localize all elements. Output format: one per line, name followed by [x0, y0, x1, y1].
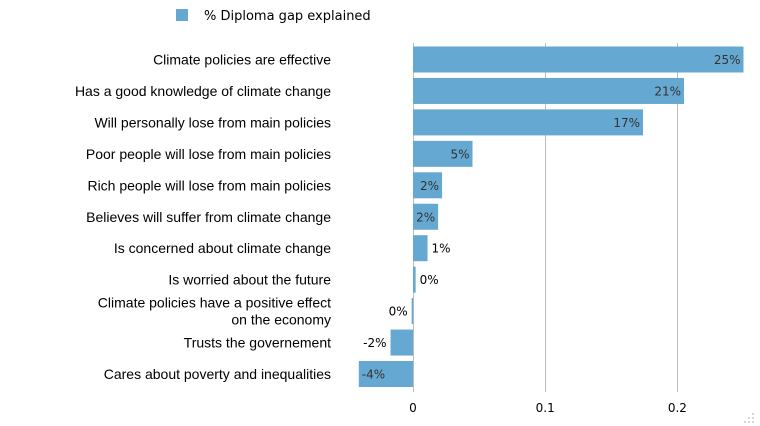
bar [413, 46, 744, 73]
category-label: Is concerned about climate change [114, 240, 331, 256]
legend: % Diploma gap explained [176, 9, 371, 24]
x-tick-label: 0.2 [668, 401, 687, 415]
bar [390, 329, 413, 356]
data-label: 21% [654, 84, 681, 98]
data-label: -2% [363, 336, 386, 350]
category-label: Cares about poverty and inequalities [104, 366, 331, 382]
bar [413, 235, 428, 262]
x-tick-label: 0.1 [536, 401, 555, 415]
bar [413, 266, 416, 293]
data-label: 17% [613, 116, 640, 130]
data-label: 2% [416, 210, 435, 224]
legend-label: % Diploma gap explained [204, 9, 371, 24]
data-label: 0% [420, 273, 439, 287]
bar [358, 361, 413, 387]
bar [413, 77, 685, 104]
bar [413, 140, 473, 167]
bar [411, 298, 414, 325]
x-axis-ticks: 0 0.1 0.2 [409, 401, 687, 415]
data-labels: 25% 21% 17% 5% 2% 2% 1% 0% 0% -2% -4% [362, 53, 741, 382]
category-label: Trusts the governement [184, 335, 331, 351]
data-label: 25% [714, 53, 741, 67]
category-label: Climate policies have a positive effect o… [98, 295, 331, 328]
category-label: Rich people will lose from main policies [87, 177, 331, 193]
data-label: 1% [432, 242, 451, 256]
bar [413, 203, 439, 230]
category-label: Will personally lose from main policies [94, 114, 331, 130]
data-label: 2% [420, 179, 439, 193]
data-label: 0% [389, 305, 408, 319]
data-label: -4% [362, 368, 385, 382]
category-label: Believes will suffer from climate change [86, 209, 331, 225]
category-label: Climate policies are effective [153, 52, 331, 68]
bar [413, 109, 644, 136]
category-label: Is worried about the future [168, 272, 331, 288]
bar [413, 172, 443, 199]
bars [358, 46, 744, 387]
resize-grip-icon [744, 413, 754, 423]
x-tick-label: 0 [409, 401, 417, 415]
data-label: 5% [450, 147, 469, 161]
category-label: Has a good knowledge of climate change [75, 83, 331, 99]
category-label: Poor people will lose from main policies [86, 146, 331, 162]
legend-swatch [176, 9, 188, 21]
category-labels: Climate policies are effective Has a good… [75, 52, 331, 383]
